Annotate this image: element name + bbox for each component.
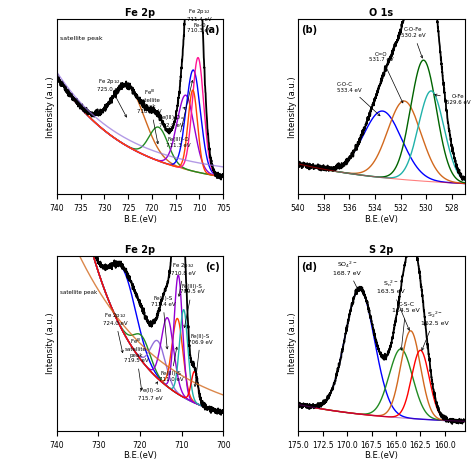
Text: SO$_4$$^{2-}$
168.7 eV: SO$_4$$^{2-}$ 168.7 eV [333,260,361,290]
Text: S$_2$$^{2-}$
162.5 eV: S$_2$$^{2-}$ 162.5 eV [421,310,449,350]
Text: Fe$^{III}$
satellite
peak
718.6 eV: Fe$^{III}$ satellite peak 718.6 eV [137,88,162,144]
X-axis label: B.E.(eV): B.E.(eV) [123,215,157,224]
Text: (b): (b) [301,25,318,35]
Text: C-O-C
533.4 eV: C-O-C 533.4 eV [337,82,380,116]
Text: satellite peak: satellite peak [60,291,98,295]
X-axis label: B.E.(eV): B.E.(eV) [365,451,398,460]
Text: O-Fe
529.6 eV: O-Fe 529.6 eV [435,94,470,105]
Text: Fe(III)-O$_x$
712.9 eV: Fe(III)-O$_x$ 712.9 eV [158,107,185,128]
Y-axis label: Intensity (a.u.): Intensity (a.u.) [288,76,297,137]
X-axis label: B.E.(eV): B.E.(eV) [365,215,398,224]
Text: Fe 2p$_{1/2}$
725.0 eV: Fe 2p$_{1/2}$ 725.0 eV [97,77,127,117]
Title: O 1s: O 1s [369,8,393,18]
Y-axis label: Intensity (a.u.): Intensity (a.u.) [288,313,297,374]
Text: C=O
531.7 eV: C=O 531.7 eV [369,52,403,103]
Text: Fe(III)-O
711.3 eV: Fe(III)-O 711.3 eV [166,81,193,148]
Text: S$_n$$^{2-}$
163.5 eV: S$_n$$^{2-}$ 163.5 eV [377,278,410,330]
Text: satellite peak: satellite peak [60,36,103,41]
Text: Fe 2p$_{1/2}$
711.4 eV
Fe-O
710.3 eV: Fe 2p$_{1/2}$ 711.4 eV Fe-O 710.3 eV [187,8,212,34]
Text: C-S-C
164.5 eV: C-S-C 164.5 eV [392,302,419,350]
Text: (a): (a) [204,25,220,35]
Y-axis label: Intensity (a.u.): Intensity (a.u.) [46,313,55,374]
Text: Fe 2p$_{1/2}$
724.0 eV: Fe 2p$_{1/2}$ 724.0 eV [103,311,128,353]
Text: Fe 2p$_{3/2}$
710.8 eV: Fe 2p$_{3/2}$ 710.8 eV [172,262,196,296]
Text: Fe$^{III}$
satellite
peak
719.5 eV: Fe$^{III}$ satellite peak 719.5 eV [124,337,148,390]
Text: Fe(II)-S$_3$
715.7 eV: Fe(II)-S$_3$ 715.7 eV [138,382,163,401]
Text: Fe(II)-S
713.4 eV: Fe(II)-S 713.4 eV [151,296,175,349]
Title: Fe 2p: Fe 2p [125,8,155,18]
Text: Fe(III)-S
711.0 eV: Fe(III)-S 711.0 eV [159,347,183,382]
Text: (d): (d) [301,262,318,272]
Text: (c): (c) [205,262,220,272]
Text: Fe(II)-S
706.9 eV: Fe(II)-S 706.9 eV [188,334,213,386]
Title: S 2p: S 2p [369,245,393,255]
Y-axis label: Intensity (a.u.): Intensity (a.u.) [46,76,55,137]
Text: C-O-Fe
530.2 eV: C-O-Fe 530.2 eV [401,27,426,58]
Title: Fe 2p: Fe 2p [125,245,155,255]
Text: Fe(III)-S
709.5 eV: Fe(III)-S 709.5 eV [180,283,204,328]
X-axis label: B.E.(eV): B.E.(eV) [123,451,157,460]
